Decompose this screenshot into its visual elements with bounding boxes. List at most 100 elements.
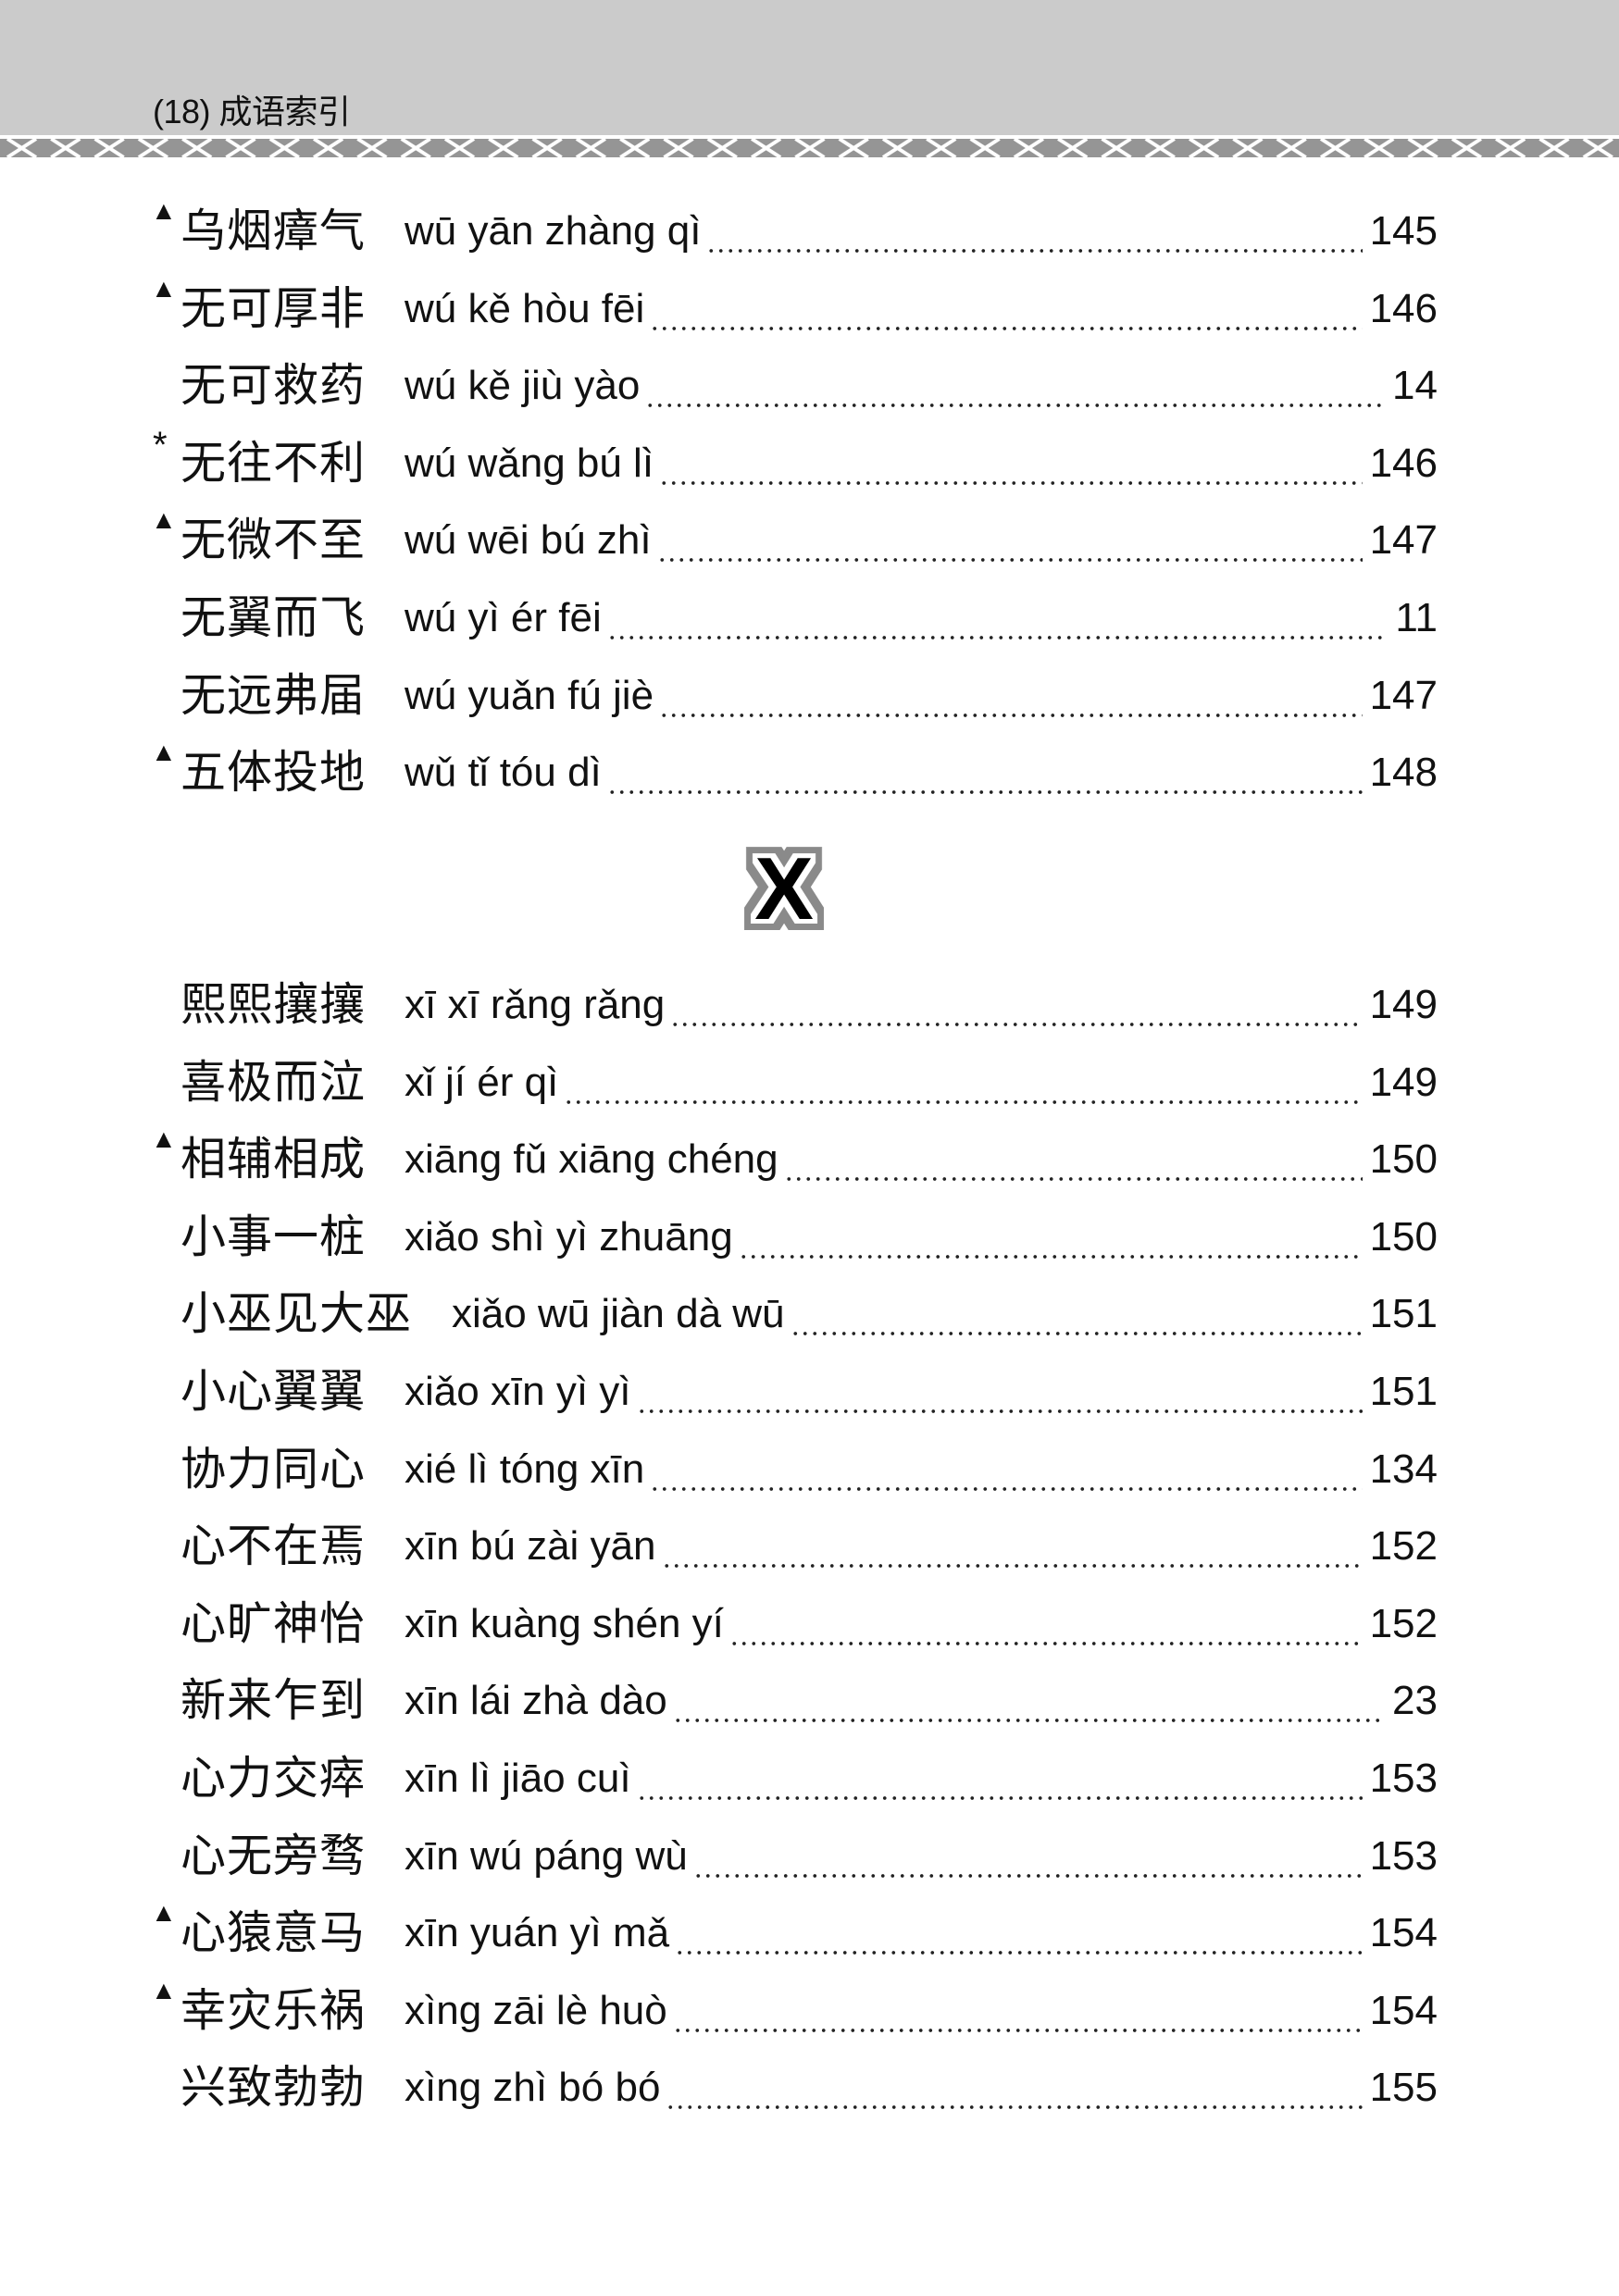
index-entry: 无翼而飞 wú yì ér fēi 11 xyxy=(181,581,1438,646)
page-number: 11 xyxy=(1395,595,1438,640)
page-number: 147 xyxy=(1369,672,1438,718)
index-entry: 心旷神怡 xīn kuàng shén yí 152 xyxy=(181,1587,1438,1652)
idiom-text: 无往不利 xyxy=(181,438,367,489)
dot-leader xyxy=(692,1828,1363,1884)
index-entry: 心力交瘁 xīn lì jiāo cuì 153 xyxy=(181,1742,1438,1806)
index-entry: 小巫见大巫 xiǎo wū jiàn dà wū 151 xyxy=(181,1277,1438,1343)
dot-leader xyxy=(659,435,1363,491)
pinyin-text: wú yì ér fēi xyxy=(405,595,602,640)
pinyin-text: wū yān zhàng qì xyxy=(405,208,702,254)
page-number: 149 xyxy=(1369,1059,1438,1105)
pinyin-text: wú wēi bú zhì xyxy=(405,517,652,564)
index-entry: 喜极而泣 xǐ jí ér qì 149 xyxy=(181,1046,1438,1111)
idiom-text: 无可救药 xyxy=(181,361,367,412)
index-entry: ▲ 相辅相成 xiāng fǔ xiāng chéng 150 xyxy=(151,1123,1438,1188)
page-number: 152 xyxy=(1369,1523,1438,1570)
pinyin-text: xīn bú zài yān xyxy=(405,1523,656,1570)
idiom-text: 新来乍到 xyxy=(181,1676,367,1727)
index-entry: 心不在焉 xīn bú zài yān 152 xyxy=(181,1509,1438,1575)
idiom-text: 心力交瘁 xyxy=(181,1754,367,1804)
index-entry: * 无往不利 wú wǎng bú lì 146 xyxy=(153,427,1438,491)
pinyin-text: xīn wú páng wù xyxy=(405,1832,688,1879)
dot-leader xyxy=(790,1286,1363,1343)
page-number: 134 xyxy=(1369,1446,1438,1492)
idiom-text: 协力同心 xyxy=(181,1444,367,1495)
dot-leader xyxy=(656,513,1363,569)
index-entry: ▲ 无微不至 wú wēi bú zhì 147 xyxy=(151,503,1438,569)
dot-leader xyxy=(650,1441,1363,1497)
page-number: 145 xyxy=(1369,208,1438,254)
page-number: 150 xyxy=(1369,1136,1438,1183)
section-letter: X xyxy=(754,839,814,938)
dot-leader xyxy=(675,1905,1363,1962)
pinyin-text: xiǎo wū jiàn dà wū xyxy=(452,1291,785,1337)
asterisk-marker: * xyxy=(153,426,168,464)
triangle-marker-icon: ▲ xyxy=(151,1977,177,2004)
idiom-text: 无远弗届 xyxy=(181,670,367,721)
pinyin-text: xīn lái zhà dào xyxy=(405,1678,667,1724)
page-number: 151 xyxy=(1369,1369,1438,1414)
idiom-text: 心旷神怡 xyxy=(181,1598,367,1649)
dot-leader xyxy=(738,1209,1363,1265)
index-entry: 小事一桩 xiǎo shì yì zhuāng 150 xyxy=(181,1200,1438,1265)
index-entry: 新来乍到 xīn lái zhà dào 23 xyxy=(181,1664,1438,1730)
dot-leader xyxy=(706,204,1363,259)
dot-leader xyxy=(606,745,1363,801)
idiom-text: 幸灾乐祸 xyxy=(181,1985,367,2036)
idiom-text: 小心翼翼 xyxy=(181,1367,367,1417)
decorative-x-pattern-band xyxy=(0,135,1619,161)
index-entry: ▲ 五体投地 wǔ tǐ tóu dì 148 xyxy=(151,736,1438,801)
index-entry: ▲ 幸灾乐祸 xìng zāi lè huò 154 xyxy=(151,1974,1438,2039)
pinyin-text: xiǎo xīn yì yì xyxy=(405,1369,631,1414)
triangle-marker-icon: ▲ xyxy=(151,198,177,224)
page-number: 148 xyxy=(1369,750,1438,796)
pinyin-text: xiāng fǔ xiāng chéng xyxy=(405,1136,778,1183)
pinyin-text: xié lì tóng xīn xyxy=(405,1446,645,1492)
dot-leader xyxy=(645,358,1386,415)
pinyin-text: xīn kuàng shén yí xyxy=(405,1600,724,1646)
dot-leader xyxy=(729,1595,1363,1652)
index-entry: 小心翼翼 xiǎo xīn yì yì 151 xyxy=(181,1355,1438,1420)
triangle-marker-icon: ▲ xyxy=(151,507,177,534)
idiom-text: 心不在焉 xyxy=(181,1521,367,1572)
page-number: 147 xyxy=(1369,517,1438,564)
index-entry: 协力同心 xié lì tóng xīn 134 xyxy=(181,1433,1438,1497)
index-entry: ▲ 心猿意马 xīn yuán yì mǎ 154 xyxy=(151,1896,1438,1962)
page-number: 152 xyxy=(1369,1600,1438,1646)
idiom-text: 无可厚非 xyxy=(181,283,367,334)
page-number: 150 xyxy=(1369,1213,1438,1260)
idiom-text: 小巫见大巫 xyxy=(181,1289,413,1340)
pinyin-text: xiǎo shì yì zhuāng xyxy=(405,1213,733,1260)
page-number: 146 xyxy=(1369,440,1438,486)
idiom-text: 心无旁骛 xyxy=(181,1831,367,1881)
pinyin-text: xìng zāi lè huò xyxy=(405,1987,667,2033)
dot-leader xyxy=(672,1673,1386,1730)
idiom-text: 乌烟瘴气 xyxy=(181,206,367,256)
page-number: 146 xyxy=(1369,285,1438,331)
index-entry: 兴致勃勃 xìng zhì bó bó 155 xyxy=(181,2051,1438,2116)
pinyin-text: wú wǎng bú lì xyxy=(405,440,654,486)
dot-leader xyxy=(661,1519,1363,1575)
pinyin-text: wú kě jiù yào xyxy=(405,363,641,409)
dot-leader xyxy=(659,667,1363,724)
section-letter-x-badge: X xyxy=(754,839,814,938)
page-header: (18) 成语索引 xyxy=(0,0,1619,135)
idiom-text: 五体投地 xyxy=(181,748,367,799)
pinyin-text: xīn lì jiāo cuì xyxy=(405,1756,631,1801)
idiom-text: 兴致勃勃 xyxy=(181,2063,367,2114)
page-number: 151 xyxy=(1369,1291,1438,1337)
idiom-text: 无微不至 xyxy=(181,515,367,566)
idiom-text: 小事一桩 xyxy=(181,1211,367,1262)
page-number: 155 xyxy=(1369,2065,1438,2111)
idiom-text: 相辅相成 xyxy=(181,1135,367,1185)
idiom-text: 熙熙攘攘 xyxy=(181,980,367,1030)
dot-leader xyxy=(666,2060,1363,2116)
dot-leader xyxy=(650,280,1363,337)
index-entry: 熙熙攘攘 xī xī rǎng rǎng 149 xyxy=(181,968,1438,1033)
index-entry: 无可救药 wú kě jiù yào 14 xyxy=(181,349,1438,415)
dot-leader xyxy=(564,1054,1363,1111)
page-number: 149 xyxy=(1369,982,1438,1027)
pinyin-text: xìng zhì bó bó xyxy=(405,2065,661,2111)
dot-leader xyxy=(606,590,1389,646)
index-entry: 无远弗届 wú yuǎn fú jiè 147 xyxy=(181,659,1438,724)
